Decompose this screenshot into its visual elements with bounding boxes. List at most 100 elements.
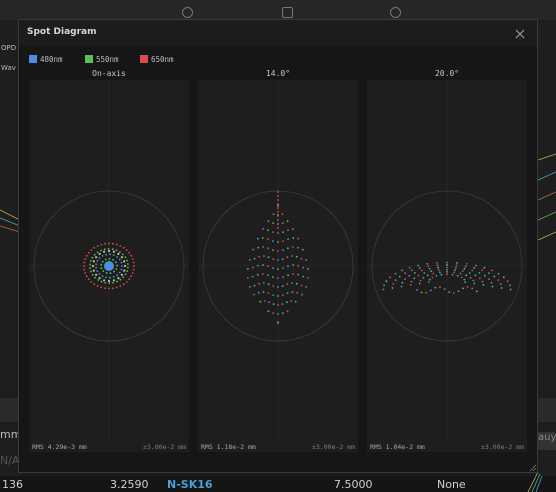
spot-point [465, 274, 468, 277]
spot-point [287, 274, 289, 277]
spot-point [112, 279, 115, 282]
spot-point [90, 270, 92, 273]
spot-point [85, 275, 88, 278]
spot-point [108, 287, 110, 290]
spot-point [131, 272, 134, 274]
spot-point [423, 272, 426, 274]
spot-point [253, 257, 256, 260]
spot-point [98, 273, 101, 275]
spot-point [104, 287, 106, 290]
spot-point [267, 238, 269, 241]
spot-points-on-axis [83, 242, 135, 290]
spot-point [256, 237, 259, 240]
spot-point [128, 278, 131, 281]
spot-point [83, 265, 85, 267]
toolbar-icon[interactable] [282, 7, 293, 18]
toolbar-icon[interactable] [390, 7, 401, 18]
spot-point [95, 256, 98, 259]
spot-point [455, 266, 457, 269]
spot-point [302, 266, 304, 269]
spot-point [286, 220, 289, 223]
spot-point [419, 279, 422, 282]
spot-point [87, 251, 90, 254]
spot-point [282, 249, 284, 252]
spot-point [100, 267, 103, 270]
spot-point [277, 321, 279, 323]
spot-point [94, 276, 96, 279]
spot-point [112, 281, 115, 284]
spot-point [87, 278, 90, 281]
close-button[interactable] [513, 26, 527, 40]
panel-title-field-14: 14.0° [265, 69, 291, 78]
spot-point [277, 223, 279, 225]
spot-point [272, 267, 274, 269]
spot-point [247, 268, 249, 270]
spot-point [100, 263, 102, 266]
spot-point [281, 294, 284, 296]
spot-point [307, 268, 309, 270]
spot-point [112, 276, 115, 278]
spot-point [416, 289, 418, 291]
spot-point [491, 269, 493, 272]
dialog-title-bar[interactable]: Spot Diagram [19, 20, 537, 46]
spot-point [382, 288, 385, 291]
table-row[interactable]: 136 3.2590 N-SK16 7.5000 None [0, 476, 556, 492]
spot-point [253, 293, 255, 296]
rms-label: RMS 1.04e-2 mm [370, 443, 425, 451]
spot-point [277, 199, 279, 201]
spot-point [481, 269, 483, 272]
spot-point [126, 270, 129, 272]
spot-point [267, 220, 270, 223]
spot-point [267, 283, 270, 286]
spot-point [473, 267, 476, 269]
spot-point [286, 256, 289, 259]
spot-point [295, 255, 298, 258]
spot-point [83, 261, 86, 264]
spot-point [108, 282, 111, 284]
spot-point [488, 278, 490, 280]
spot-point [262, 273, 264, 275]
spot-point [394, 272, 397, 275]
spot-point [89, 263, 91, 266]
spot-point [114, 261, 117, 264]
spot-point [258, 255, 261, 258]
spot-point [471, 287, 474, 290]
spot-point [112, 250, 115, 253]
background-dropdown[interactable]: auy [538, 432, 556, 450]
spot-point [391, 287, 394, 289]
toolbar-icon[interactable] [182, 7, 193, 18]
spot-point [291, 255, 293, 257]
spot-point [491, 285, 494, 288]
spot-point [497, 279, 500, 281]
spot-point [272, 222, 275, 225]
background-left-panel [0, 20, 20, 492]
spot-point [272, 276, 274, 278]
spot-point [96, 270, 99, 272]
glass-material-link[interactable]: N-SK16 [167, 478, 213, 491]
spot-point [287, 247, 289, 250]
spot-point [104, 281, 107, 284]
spot-point [257, 291, 260, 294]
spot-point [107, 248, 110, 250]
spot-point [91, 273, 94, 276]
spot-point [440, 273, 443, 276]
spot-point [383, 284, 385, 287]
spot-point [123, 260, 126, 263]
spot-point [98, 257, 101, 259]
spot-point [89, 267, 91, 269]
spot-point [277, 232, 279, 234]
resize-grip-icon[interactable] [529, 464, 537, 472]
spot-point [307, 277, 310, 279]
panel-title-on-axis: On-axis [92, 69, 126, 78]
spot-point [104, 242, 106, 245]
spot-point [506, 280, 509, 283]
spot-point [119, 245, 122, 247]
spot-point [91, 264, 95, 268]
spot-point [428, 267, 431, 270]
spot-point [277, 286, 279, 288]
spot-point [116, 256, 118, 258]
spot-point [257, 264, 259, 267]
spot-point [446, 266, 448, 269]
spot-plot-on-axis [29, 80, 189, 440]
spot-point [118, 271, 121, 274]
